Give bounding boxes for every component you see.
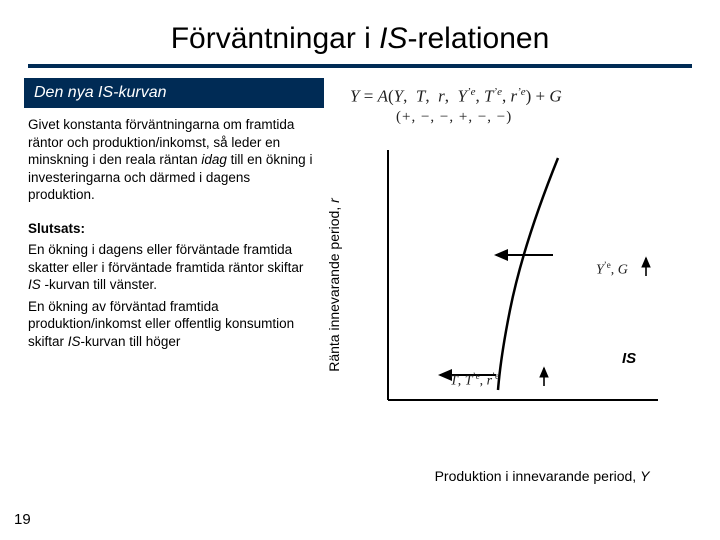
annot-upper: Yʼe, G: [596, 260, 628, 279]
slide-title: Förväntningar i IS-relationen: [0, 0, 720, 64]
para2b-b: -kurvan till höger: [81, 334, 181, 349]
para1-italic: idag: [201, 152, 227, 167]
title-text-italic: IS: [379, 22, 407, 55]
equation: Y = A(Y, T, r, Yʼe, Tʼe, rʼe) + G: [350, 86, 704, 107]
page-number: 19: [14, 511, 31, 528]
content-area: Den nya IS-kurvan Givet konstanta förvän…: [0, 68, 720, 430]
slide: Förväntningar i IS-relationen Den nya IS…: [0, 0, 720, 540]
is-curve-label: IS: [622, 350, 636, 367]
xlabel-text: Produktion i innevarande period,: [435, 468, 640, 484]
xlabel-it: Y: [640, 468, 649, 484]
ylabel-it: r: [326, 198, 342, 203]
left-column: Den nya IS-kurvan Givet konstanta förvän…: [24, 78, 324, 430]
y-axis-label: Ränta innevarande period, r: [326, 198, 342, 372]
para2a-b: -kurvan till vänster.: [41, 277, 157, 292]
ylabel-text: Ränta innevarande period,: [326, 203, 342, 372]
annot-lower: T, Tʼe, rʼe: [450, 371, 499, 390]
equation-signs: (+, −, −, +, −, −): [396, 109, 704, 126]
para2b-it: IS: [68, 334, 81, 349]
para2a-a: En ökning i dagens eller förväntade fram…: [28, 242, 303, 275]
paragraph-conclusion: Slutsats: En ökning i dagens eller förvä…: [24, 214, 324, 351]
paragraph-intro: Givet konstanta förväntningarna om framt…: [24, 114, 324, 214]
is-curve: [498, 158, 558, 390]
slutsats-label: Slutsats:: [28, 221, 85, 236]
title-text-post: -relationen: [408, 22, 550, 55]
para2a-it: IS: [28, 277, 41, 292]
x-axis-label: Produktion i innevarande period, Y: [402, 468, 682, 484]
chart: Ränta innevarande period, r: [342, 140, 682, 430]
section-subhead: Den nya IS-kurvan: [24, 78, 324, 108]
title-text-pre: Förväntningar i: [171, 22, 379, 55]
right-column: Y = A(Y, T, r, Yʼe, Tʼe, rʼe) + G (+, −,…: [324, 78, 704, 430]
